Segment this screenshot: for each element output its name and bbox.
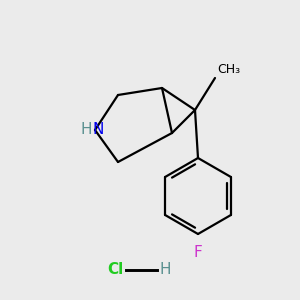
Text: H: H <box>80 122 92 137</box>
Text: Cl: Cl <box>107 262 123 278</box>
Text: H: H <box>159 262 171 278</box>
Text: CH₃: CH₃ <box>217 63 240 76</box>
Text: N: N <box>92 122 103 137</box>
Text: F: F <box>194 245 202 260</box>
